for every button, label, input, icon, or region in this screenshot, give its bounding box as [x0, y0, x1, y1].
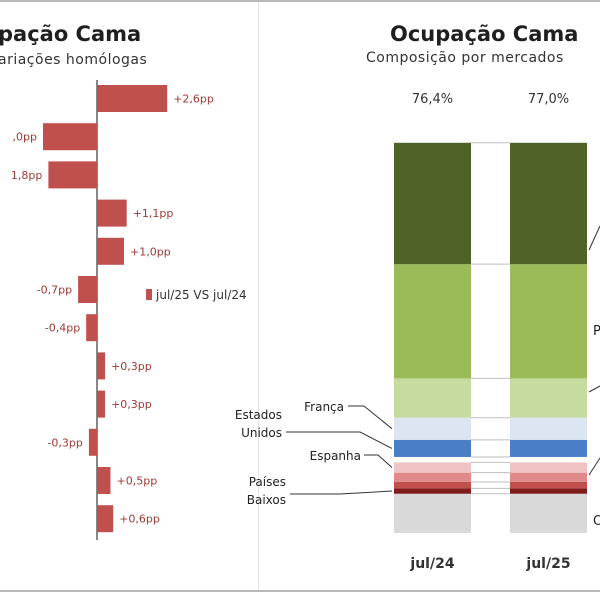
- left-chart-subtitle: ariações homólogas: [0, 52, 148, 68]
- segment-0-3: [394, 472, 471, 482]
- right-leader: [588, 385, 600, 393]
- leader-franca: [348, 405, 393, 430]
- bar-7: [97, 352, 106, 380]
- bar-1: [43, 123, 97, 151]
- annotation-baixos: Baixos: [247, 493, 286, 507]
- legend-swatch: [146, 289, 152, 300]
- segment-0-0: [394, 493, 471, 533]
- data-label-11: +0,6pp: [119, 513, 160, 526]
- data-label-6: -0,4pp: [45, 322, 80, 335]
- frame-bottom-line: [0, 590, 600, 592]
- segment-0-1: [394, 488, 471, 494]
- data-label-7: +0,3pp: [111, 360, 152, 373]
- segment-1-3: [510, 472, 587, 482]
- right-edge-label: P: [593, 324, 600, 339]
- annotation-paises: Países: [249, 475, 286, 489]
- bar-10: [97, 467, 111, 494]
- segment-0-10: [394, 142, 471, 265]
- segment-1-8: [510, 378, 587, 418]
- bar-2: [48, 161, 97, 189]
- segment-1-7: [510, 417, 587, 440]
- segment-1-0: [510, 493, 587, 533]
- legend-label: jul/25 VS jul/24: [155, 288, 247, 302]
- segment-0-7: [394, 417, 471, 440]
- segment-0-8: [394, 378, 471, 418]
- segment-1-9: [510, 264, 587, 379]
- annotation-espanha: Espanha: [310, 449, 361, 463]
- leader-espanha: [364, 454, 393, 468]
- segment-1-6: [510, 439, 587, 457]
- data-label-10: +0,5pp: [117, 475, 158, 488]
- total-label-1: 77,0%: [528, 92, 569, 107]
- segment-0-6: [394, 439, 471, 457]
- leader-eua: [286, 431, 393, 449]
- data-label-0: +2,6pp: [173, 93, 214, 106]
- annotation-unidos: Unidos: [241, 426, 282, 440]
- right-edge-label: O: [593, 514, 600, 529]
- right-leader: [588, 457, 600, 476]
- segment-1-4: [510, 462, 587, 473]
- data-label-2: 1,8pp: [11, 169, 42, 182]
- data-label-5: -0,7pp: [37, 284, 72, 297]
- data-label-8: +0,3pp: [111, 398, 152, 411]
- bar-11: [97, 505, 114, 533]
- segment-1-1: [510, 488, 587, 494]
- bar-9: [88, 428, 97, 456]
- segment-1-2: [510, 481, 587, 489]
- total-label-0: 76,4%: [412, 92, 453, 107]
- annotation-estados: Estados: [235, 408, 282, 422]
- bar-3: [97, 199, 127, 227]
- segment-0-2: [394, 481, 471, 489]
- data-label-4: +1,0pp: [130, 245, 171, 258]
- panel-divider: [258, 2, 259, 590]
- segment-0-4: [394, 462, 471, 473]
- left-chart-title: pação Cama: [0, 22, 142, 46]
- segment-1-10: [510, 142, 587, 265]
- data-label-1: ,0pp: [13, 131, 37, 144]
- left-variation-chart: +2,6pp ,0pp 1,8pp +1,1pp +1,0pp -0,7pp -0,4pp +…: [11, 80, 247, 540]
- bar-0: [97, 85, 168, 112]
- bar-6: [86, 314, 97, 342]
- right-chart-title: Ocupação Cama: [390, 22, 579, 46]
- bar-8: [97, 390, 106, 418]
- annotation-franca: França: [304, 400, 344, 414]
- bar-4: [97, 237, 124, 265]
- leader-paises: [290, 490, 393, 495]
- frame-top-line: [0, 0, 600, 2]
- bar-5: [78, 276, 97, 303]
- segment-0-5: [394, 456, 471, 463]
- segment-0-9: [394, 264, 471, 379]
- data-label-9: -0,3pp: [47, 436, 82, 449]
- right-leader: [588, 225, 600, 251]
- category-label-1: jul/25: [525, 556, 570, 572]
- right-chart-subtitle: Composição por mercados: [366, 50, 564, 66]
- data-label-3: +1,1pp: [133, 207, 174, 220]
- category-label-0: jul/24: [409, 556, 454, 572]
- segment-1-5: [510, 456, 587, 463]
